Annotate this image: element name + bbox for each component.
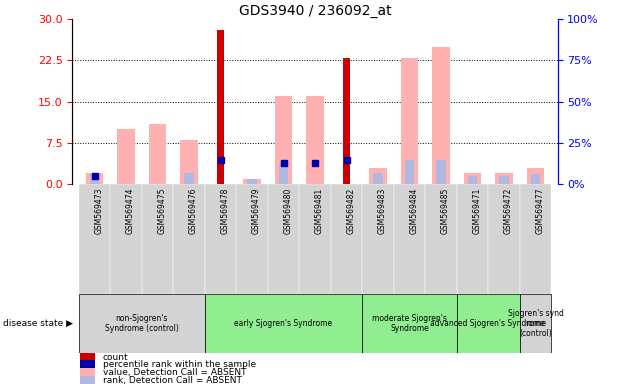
Text: GSM569480: GSM569480 (284, 188, 292, 234)
Bar (117, 129, 135, 184)
Bar (520, 184, 551, 294)
Text: advanced Sjogren's Syndrome: advanced Sjogren's Syndrome (430, 319, 546, 328)
Bar (362, 294, 457, 353)
Title: GDS3940 / 236092_at: GDS3940 / 236092_at (239, 4, 391, 18)
Bar (457, 294, 520, 353)
Bar (527, 168, 544, 184)
Bar (343, 58, 350, 184)
Bar (467, 176, 478, 184)
Text: count: count (103, 353, 129, 362)
Text: value, Detection Call = ABSENT: value, Detection Call = ABSENT (103, 368, 246, 377)
Bar (217, 30, 224, 184)
Bar (331, 184, 362, 294)
Bar (369, 168, 387, 184)
Text: GSM569484: GSM569484 (410, 188, 418, 234)
Text: rank, Detection Call = ABSENT: rank, Detection Call = ABSENT (103, 376, 241, 384)
Bar (495, 173, 513, 184)
Bar (79, 184, 110, 294)
Text: GSM569482: GSM569482 (346, 188, 355, 234)
Text: GSM569473: GSM569473 (94, 188, 103, 234)
Bar (205, 184, 236, 294)
Bar (278, 163, 288, 184)
Bar (436, 160, 446, 184)
Bar (180, 140, 198, 184)
Bar (425, 184, 457, 294)
Text: GSM569485: GSM569485 (441, 188, 450, 234)
Bar (79, 294, 205, 353)
Bar (149, 124, 166, 184)
Text: Sjogren's synd
rome
(control): Sjogren's synd rome (control) (508, 309, 563, 338)
Text: GSM569483: GSM569483 (378, 188, 387, 234)
Bar (464, 173, 481, 184)
Text: GSM569476: GSM569476 (189, 188, 198, 234)
Text: GSM569479: GSM569479 (252, 188, 261, 234)
Bar (401, 58, 418, 184)
Bar (80, 360, 95, 369)
Bar (394, 184, 425, 294)
Text: early Sjogren's Syndrome: early Sjogren's Syndrome (234, 319, 333, 328)
Bar (373, 173, 383, 184)
Bar (236, 184, 268, 294)
Bar (457, 184, 488, 294)
Text: GSM569475: GSM569475 (158, 188, 166, 234)
Bar (205, 294, 362, 353)
Bar (184, 173, 194, 184)
Text: percentile rank within the sample: percentile rank within the sample (103, 360, 256, 369)
Bar (80, 353, 95, 362)
Text: GSM569472: GSM569472 (504, 188, 513, 234)
Text: GSM569477: GSM569477 (536, 188, 544, 234)
Bar (80, 376, 95, 384)
Bar (173, 184, 205, 294)
Bar (247, 179, 256, 184)
Bar (142, 184, 173, 294)
Bar (530, 174, 541, 184)
Bar (80, 368, 95, 377)
Bar (275, 96, 292, 184)
Text: non-Sjogren's
Syndrome (control): non-Sjogren's Syndrome (control) (105, 314, 179, 333)
Bar (268, 184, 299, 294)
Bar (432, 47, 450, 184)
Bar (306, 96, 324, 184)
Text: disease state ▶: disease state ▶ (3, 319, 73, 328)
Text: GSM569474: GSM569474 (126, 188, 135, 234)
Bar (90, 174, 100, 184)
Bar (86, 173, 103, 184)
Bar (243, 179, 261, 184)
Bar (520, 294, 551, 353)
Bar (488, 184, 520, 294)
Text: moderate Sjogren's
Syndrome: moderate Sjogren's Syndrome (372, 314, 447, 333)
Bar (299, 184, 331, 294)
Bar (362, 184, 394, 294)
Bar (404, 160, 415, 184)
Text: GSM569481: GSM569481 (315, 188, 324, 234)
Bar (110, 184, 142, 294)
Bar (499, 176, 509, 184)
Text: GSM569471: GSM569471 (472, 188, 481, 234)
Text: GSM569478: GSM569478 (220, 188, 229, 234)
